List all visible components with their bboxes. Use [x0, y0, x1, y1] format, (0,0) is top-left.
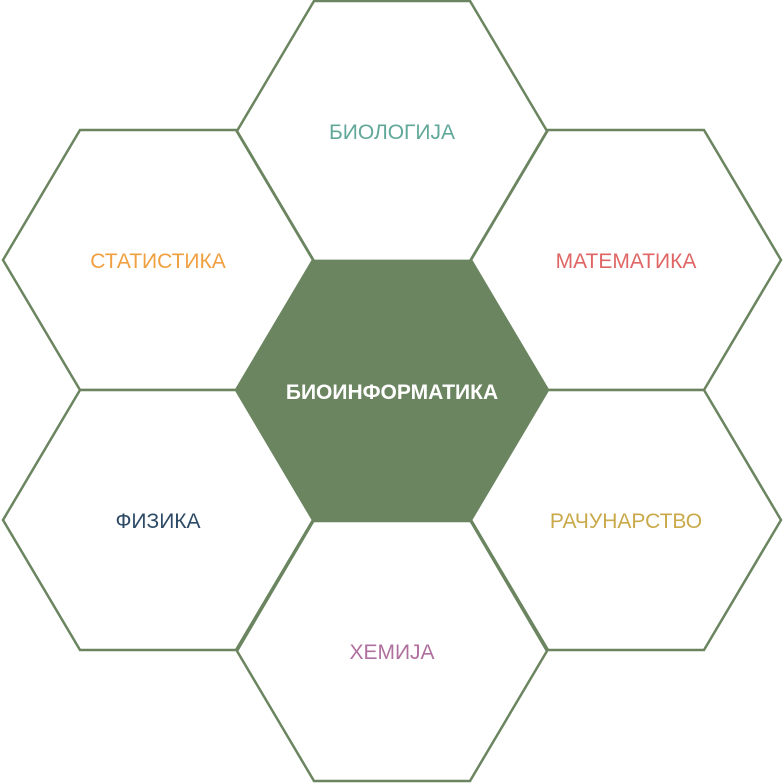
hex-statistics-label: СТАТИСТИКА [90, 250, 226, 273]
hex-bioinformatics-label: БИОИНФОРМАТИКА [286, 381, 498, 404]
hex-chemistry-label: ХЕМИЈА [349, 641, 434, 664]
hex-computing-label: РАЧУНАРСТВО [550, 510, 702, 533]
hex-mathematics-label: МАТЕМАТИКА [556, 250, 697, 273]
hex-biology-label: БИОЛОГИЈА [329, 121, 455, 144]
hex-physics-label: ФИЗИКА [115, 510, 200, 533]
